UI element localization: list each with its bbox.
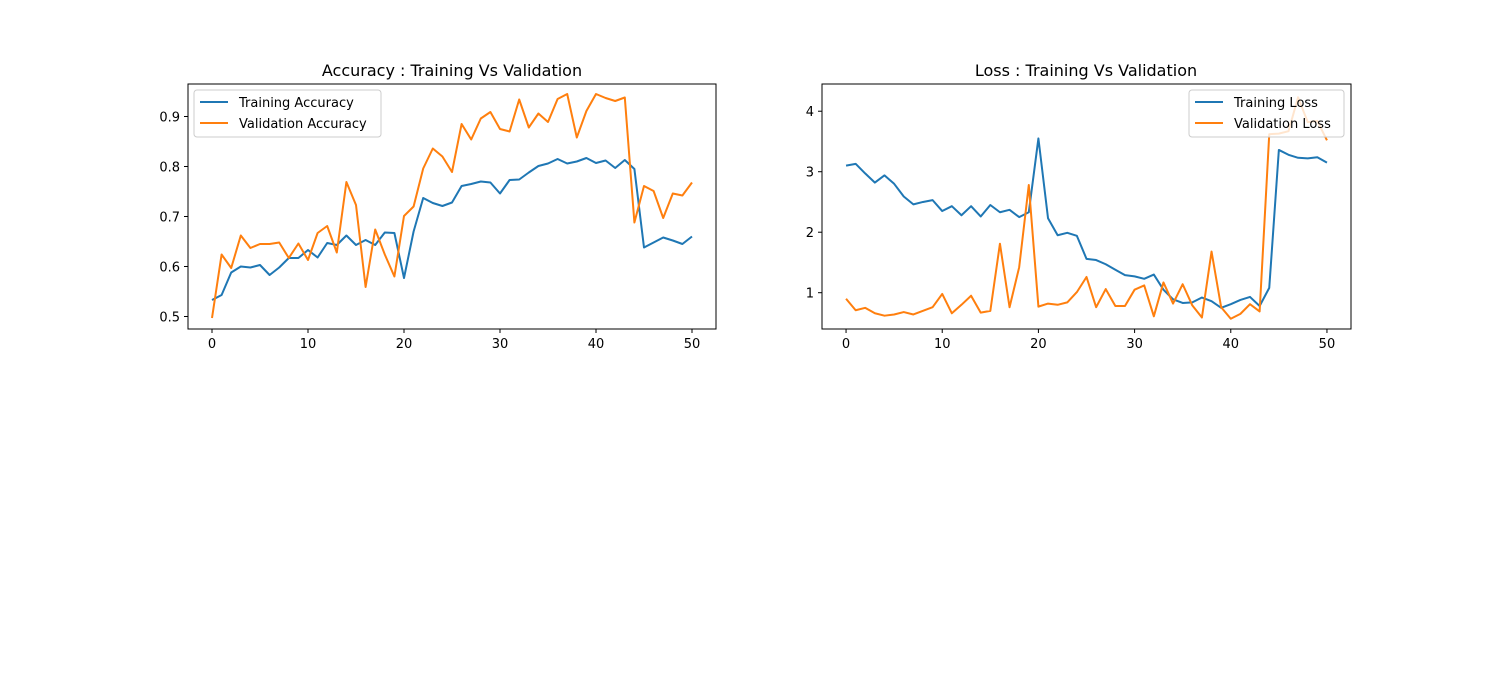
legend-label-validation-loss: Validation Loss [1234,117,1331,132]
x-tick-label: 10 [300,337,317,352]
y-tick-label: 2 [806,226,814,241]
x-tick-label: 20 [1030,337,1047,352]
plot-area [187,83,717,330]
x-tick-label: 0 [208,337,216,352]
plot-area [821,83,1352,330]
series-line-training-accuracy [211,157,693,301]
series-line-validation-accuracy [211,93,693,319]
x-tick-label: 40 [1222,337,1239,352]
x-tick-label: 40 [588,337,605,352]
x-tick-label: 0 [842,337,850,352]
legend-label-training-accuracy: Training Accuracy [238,96,354,111]
x-tick-label: 20 [396,337,413,352]
loss-chart: Loss : Training Vs Validation 0 10 20 30 40 5… [806,61,1352,352]
x-tick-label: 10 [934,337,951,352]
x-tick-label: 50 [684,337,701,352]
chart-title: Accuracy : Training Vs Validation [322,61,582,80]
series-line-training-loss [845,137,1328,309]
y-tick-label: 0.5 [159,311,180,326]
x-tick-label: 50 [1319,337,1336,352]
legend: Training Loss Validation Loss [1188,89,1345,138]
x-tick-label: 30 [1126,337,1143,352]
x-tick-label: 30 [492,337,509,352]
y-tick-label: 4 [806,105,814,120]
y-tick-label: 0.6 [159,261,180,276]
accuracy-chart: Accuracy : Training Vs Validation 0 10 20 3… [159,61,717,352]
legend-label-validation-accuracy: Validation Accuracy [239,117,367,132]
chart-title: Loss : Training Vs Validation [975,61,1197,80]
y-tick-label: 3 [806,166,814,181]
y-tick-label: 0.9 [159,111,180,126]
legend-frame [1188,89,1345,138]
legend-frame [193,89,382,138]
series-line-validation-loss [845,96,1328,320]
y-tick-label: 0.7 [159,211,180,226]
legend: Training Accuracy Validation Accuracy [193,89,382,138]
y-tick-label: 0.8 [159,161,180,176]
y-tick-label: 1 [806,287,814,302]
legend-label-training-loss: Training Loss [1233,96,1318,111]
